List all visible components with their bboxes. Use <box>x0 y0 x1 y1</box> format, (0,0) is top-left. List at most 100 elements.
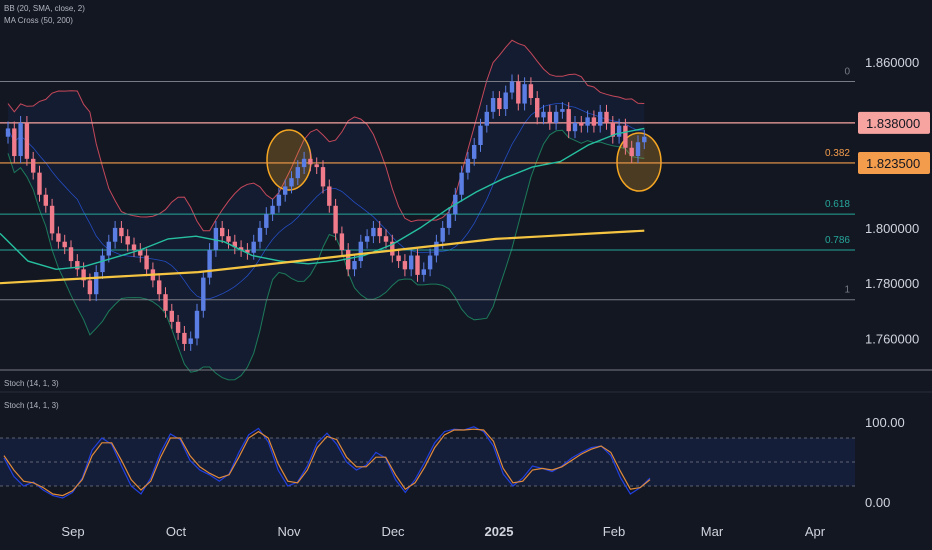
time-tick-label: Feb <box>603 524 625 539</box>
candle-body <box>598 111 603 126</box>
candle-body <box>327 186 332 206</box>
candle-body <box>37 172 42 195</box>
moving-averages <box>0 127 645 285</box>
candle-body <box>119 227 124 237</box>
fib-label: 0.618 <box>825 199 850 210</box>
candle-body <box>264 214 269 228</box>
fib-label: 0.786 <box>825 235 850 246</box>
candle-body <box>553 111 559 123</box>
highlight-circle <box>616 132 662 192</box>
ma50-line <box>0 127 645 271</box>
price-label-text: 1.838000 <box>866 116 920 131</box>
candle-body <box>270 205 275 215</box>
candle-body <box>201 277 206 311</box>
time-tick-label: Apr <box>805 524 826 539</box>
price-tick-label: 1.780000 <box>865 276 919 291</box>
candle-body <box>75 261 80 270</box>
candle-body <box>49 205 55 234</box>
candle-body <box>635 142 641 157</box>
candle-body <box>100 255 105 273</box>
candle-body <box>535 98 540 118</box>
candle-body <box>169 310 174 322</box>
candle-body <box>503 92 508 110</box>
candle-body <box>346 250 351 270</box>
candle-body <box>106 241 111 256</box>
candle-body <box>43 194 48 206</box>
price-tick-label: 1.760000 <box>865 331 919 346</box>
candle-body <box>276 194 282 206</box>
candle-body <box>289 178 294 187</box>
candle-body <box>144 255 149 270</box>
fib-label: 0 <box>844 66 850 77</box>
time-tick-label: Dec <box>381 524 405 539</box>
candle-body <box>68 247 74 262</box>
candle-body <box>484 111 489 126</box>
price-tick-label: 1.860000 <box>865 55 919 70</box>
candle-body <box>610 122 615 137</box>
candle-body <box>579 122 584 126</box>
candle-body <box>415 255 420 275</box>
candle-body <box>547 111 552 123</box>
candle-body <box>131 244 137 250</box>
stoch-tick-label: 0.00 <box>865 495 890 510</box>
stoch-tick-label: 100.00 <box>865 415 905 430</box>
candle-body <box>238 247 244 250</box>
candle-body <box>642 136 647 143</box>
fib-label: 1 <box>844 285 850 296</box>
candle-body <box>320 167 326 187</box>
candle-body <box>12 128 17 157</box>
candles <box>5 74 647 351</box>
candle-body <box>207 250 212 278</box>
candle-body <box>629 147 634 157</box>
candle-body <box>560 109 565 112</box>
candle-body <box>566 109 571 132</box>
ma200-line <box>0 229 645 285</box>
candle-body <box>490 98 496 112</box>
candle-body <box>81 269 86 281</box>
candle-body <box>377 227 382 237</box>
candle-body <box>572 122 578 132</box>
candle-body <box>339 233 345 250</box>
candle-body <box>604 111 609 123</box>
candle-body <box>623 125 628 148</box>
candle-body <box>226 236 231 242</box>
candle-body <box>301 158 307 168</box>
candle-body <box>295 167 300 179</box>
candle-body <box>56 233 61 242</box>
time-tick-label: Mar <box>701 524 724 539</box>
bollinger-bands <box>7 39 645 381</box>
ma-cross-indicator-label[interactable]: MA Cross (50, 200) <box>4 16 73 25</box>
bb-indicator-label[interactable]: BB (20, SMA, close, 2) <box>4 4 85 13</box>
candle-body <box>390 241 395 256</box>
time-tick-label: Sep <box>61 524 84 539</box>
candle-body <box>434 241 439 256</box>
candle-body <box>358 241 363 262</box>
candle-body <box>616 125 622 137</box>
candle-body <box>112 227 118 242</box>
candle-body <box>333 205 338 234</box>
stoch-indicator-label[interactable]: Stoch (14, 1, 3) <box>4 379 59 388</box>
candle-body <box>62 241 67 248</box>
candle-body <box>24 122 30 159</box>
candle-body <box>87 280 93 295</box>
candle-body <box>509 81 515 93</box>
bb-fill <box>8 40 645 380</box>
candle-body <box>232 241 237 248</box>
stoch-pane-label[interactable]: Stoch (14, 1, 3) <box>4 401 59 410</box>
candle-body <box>352 261 357 270</box>
bb-upper-line <box>7 39 645 232</box>
candle-body <box>528 84 534 99</box>
candle-body <box>138 250 143 256</box>
candle-body <box>396 255 401 262</box>
candle-body <box>541 111 546 118</box>
candle-body <box>194 310 200 339</box>
candle-body <box>163 294 168 311</box>
time-tick-label: Oct <box>166 524 187 539</box>
time-tick-label: 2025 <box>485 524 514 539</box>
price-label-text: 1.823500 <box>866 156 920 171</box>
candle-body <box>245 250 250 253</box>
candle-body <box>402 261 408 270</box>
candle-body <box>459 172 464 195</box>
candle-body <box>472 145 477 159</box>
